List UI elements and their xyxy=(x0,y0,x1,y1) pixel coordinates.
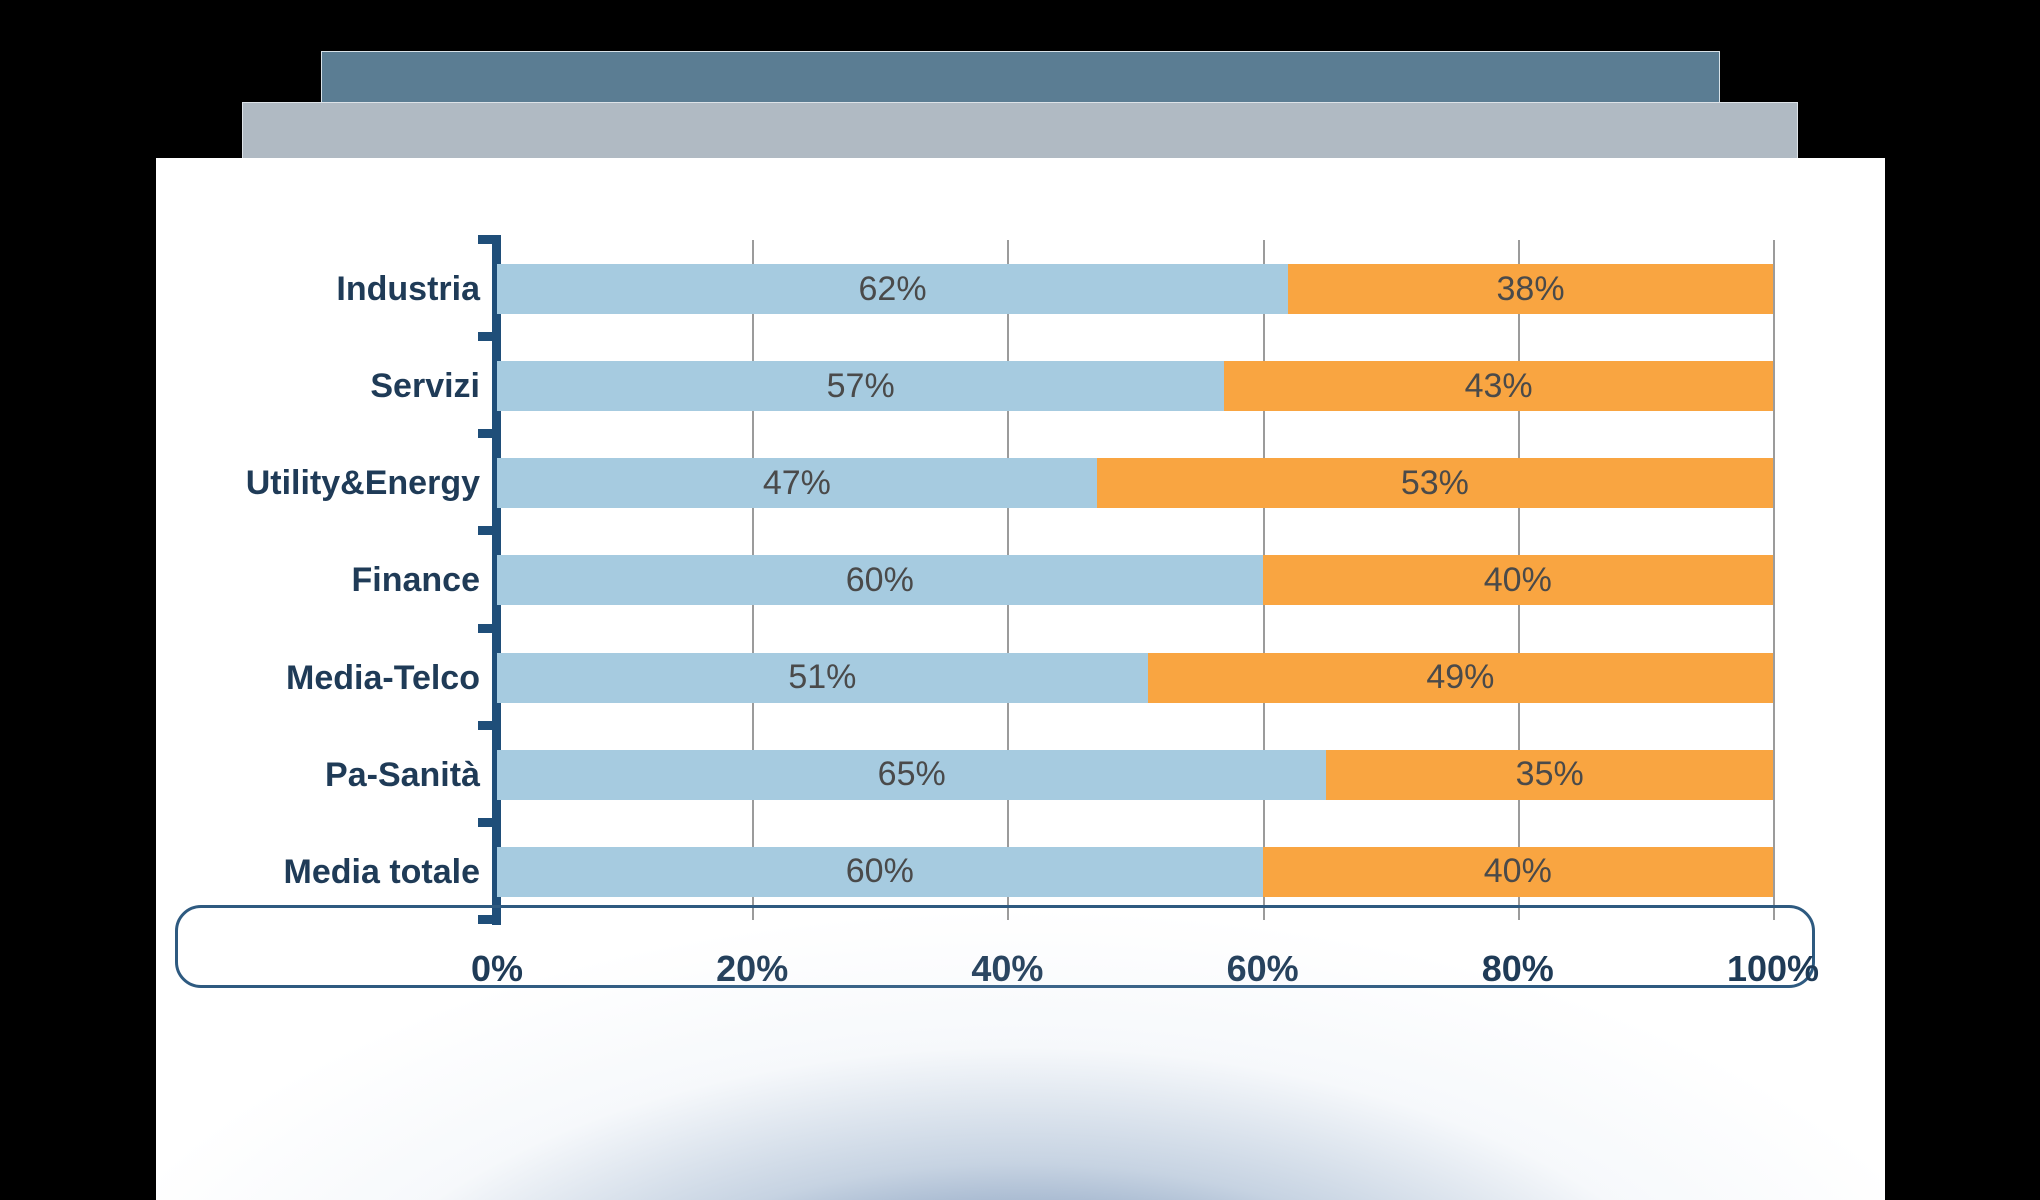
bar-segment-serie-1: 57% xyxy=(497,361,1225,412)
y-axis-line xyxy=(492,235,501,925)
bar-row: 60% 40% xyxy=(497,531,1773,628)
bar-value-label: 40% xyxy=(1483,852,1552,891)
bar-row: 51% 49% xyxy=(497,629,1773,726)
x-axis-label-layer: 0% 20% 40% 60% 80% 100% xyxy=(471,948,1819,998)
category-label-utility-energy: Utility&Energy xyxy=(245,464,480,503)
stacked-bar: 65% 35% xyxy=(497,749,1773,800)
stacked-bar: 51% 49% xyxy=(497,652,1773,703)
bar-row: 57% 43% xyxy=(497,337,1773,434)
category-label-servizi: Servizi xyxy=(370,367,480,406)
bar-layer: 62% 38% 57% 43% 47% 53% 60% 40% 51% 49% 65% 35% 60% 4… xyxy=(497,240,1773,920)
x-tick-label-20%: 20% xyxy=(716,948,789,989)
bar-segment-serie-2: 35% xyxy=(1326,749,1773,800)
bar-segment-serie-1: 51% xyxy=(497,652,1148,703)
bar-row: 62% 38% xyxy=(497,240,1773,337)
bar-segment-serie-1: 62% xyxy=(497,264,1289,314)
bar-value-label: 35% xyxy=(1515,755,1584,794)
bar-segment-serie-1: 47% xyxy=(497,458,1097,509)
stacked-bar: 60% 40% xyxy=(497,846,1773,897)
bar-value-label: 43% xyxy=(1464,366,1533,405)
stacked-bar-chart: Industria Servizi Utility&Energy Finance Med… xyxy=(156,158,1885,1200)
x-tick-label-80%: 80% xyxy=(1481,948,1554,989)
bar-row: 47% 53% xyxy=(497,434,1773,531)
bar-segment-serie-2: 43% xyxy=(1224,361,1773,412)
category-label-finance: Finance xyxy=(351,561,480,600)
stacked-bar: 62% 38% xyxy=(497,264,1773,314)
x-tick-label-100%: 100% xyxy=(1726,948,1820,989)
axis-tick xyxy=(478,526,494,536)
bar-row: 65% 35% xyxy=(497,726,1773,823)
bar-segment-serie-1: 60% xyxy=(497,555,1263,606)
bar-value-label: 53% xyxy=(1400,463,1469,502)
axis-tick xyxy=(478,720,494,730)
axis-tick xyxy=(478,817,494,827)
axis-tick xyxy=(478,623,494,633)
bar-value-label: 62% xyxy=(858,269,927,308)
category-label-media-telco: Media-Telco xyxy=(286,658,480,697)
category-label-media-totale: Media totale xyxy=(283,852,480,891)
axis-tick xyxy=(478,332,494,342)
x-tick-label-40%: 40% xyxy=(971,948,1044,989)
bar-value-label: 60% xyxy=(845,852,914,891)
bar-value-label: 60% xyxy=(845,560,914,599)
category-label-pa-sanit: Pa-Sanità xyxy=(325,755,480,794)
bar-segment-serie-2: 53% xyxy=(1096,458,1773,509)
category-label-industria: Industria xyxy=(336,270,480,308)
bar-value-label: 40% xyxy=(1483,560,1552,599)
axis-tick xyxy=(478,429,494,439)
bar-value-label: 47% xyxy=(762,463,831,502)
stacked-bar: 47% 53% xyxy=(497,458,1773,509)
bar-segment-serie-2: 38% xyxy=(1288,264,1773,314)
bar-segment-serie-2: 40% xyxy=(1262,555,1773,606)
bar-value-label: 49% xyxy=(1426,658,1495,697)
stacked-bar: 57% 43% xyxy=(497,361,1773,412)
slide-panel: Industria Servizi Utility&Energy Finance Med… xyxy=(156,158,1885,1200)
axis-tick xyxy=(478,235,494,244)
bar-value-label: 38% xyxy=(1496,269,1565,308)
bar-value-label: 57% xyxy=(826,366,895,405)
bar-segment-serie-2: 40% xyxy=(1262,846,1773,897)
bar-value-label: 65% xyxy=(877,755,946,794)
x-tick-label-60%: 60% xyxy=(1226,948,1299,989)
header-bar-gray xyxy=(243,103,1797,160)
bar-value-label: 51% xyxy=(788,658,857,697)
header-bar-dark xyxy=(322,52,1719,103)
bar-segment-serie-2: 49% xyxy=(1147,652,1773,703)
stacked-bar: 60% 40% xyxy=(497,555,1773,606)
x-tick-label-0%: 0% xyxy=(470,948,524,989)
bar-segment-serie-1: 65% xyxy=(497,749,1327,800)
bar-segment-serie-1: 60% xyxy=(497,846,1263,897)
gridline-100% xyxy=(1773,240,1775,920)
